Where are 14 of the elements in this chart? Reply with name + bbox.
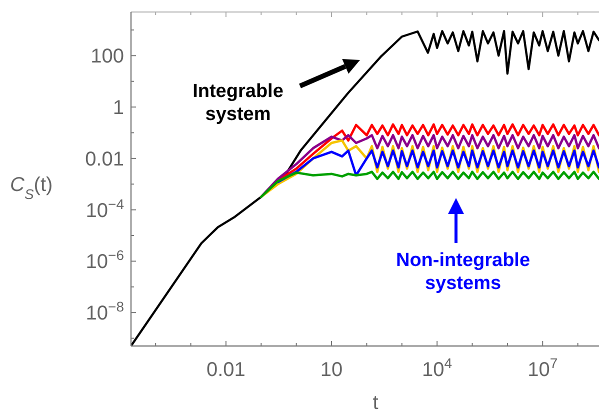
- y-tick-label: 10$^{−6}$: [86, 247, 124, 274]
- annotation: Integrable system: [192, 81, 284, 125]
- x-tick-label: 10$^{4}$: [422, 355, 452, 381]
- y-tick-label: 100: [90, 46, 124, 68]
- x-tick-label: 0.01: [206, 359, 246, 381]
- y-tick-label: 10$^{−4}$: [86, 196, 124, 222]
- annotation: Non-integrable systems: [396, 250, 530, 294]
- x-tick-label: 10: [320, 359, 343, 381]
- y-tick-label: 10$^{−8}$: [86, 298, 124, 325]
- y-axis-title: C$_{S}$(t): [10, 174, 53, 202]
- x-axis-title: t: [372, 392, 379, 412]
- y-tick-label: 1: [112, 97, 124, 120]
- x-tick-label: 10$^{7}$: [528, 355, 558, 381]
- y-tick-label: 0.01: [85, 148, 124, 170]
